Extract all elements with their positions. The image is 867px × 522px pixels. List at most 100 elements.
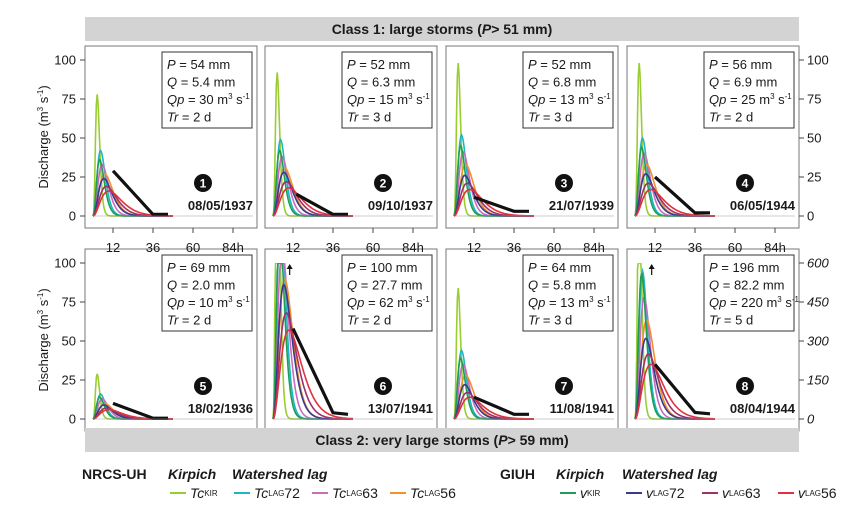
panel-8-number-badge xyxy=(736,377,754,395)
y-axis-label-1: Discharge (m3 s-1) xyxy=(36,288,51,391)
giuh-items-item-lag72: v LAG 72 xyxy=(626,485,685,501)
panel-1-series-TcKIR xyxy=(92,94,173,217)
legend-subscript: LAG xyxy=(729,488,746,498)
panel-5-info-qp: Qp = 10 m3 s-1 xyxy=(167,295,250,310)
panel-8-info-q: Q = 82.2 mm xyxy=(709,278,785,293)
panel-1-info-p: P = 54 mm xyxy=(167,57,230,72)
giuh-items-item-lag63: v LAG 63 xyxy=(702,485,761,501)
panel-8-series-TcLAG63 xyxy=(634,295,715,420)
legend-symbol: v xyxy=(798,485,805,501)
right-tick-label-0-25: 25 xyxy=(807,170,821,185)
x-tick-label-2-36: 36 xyxy=(507,240,521,255)
panel-2-observed xyxy=(295,192,348,216)
left-tick-label-1-0: 0 xyxy=(69,412,76,427)
panel-7-date: 11/08/1941 xyxy=(550,401,614,416)
x-tick-label-1-36: 36 xyxy=(326,240,340,255)
panel-6-date: 13/07/1941 xyxy=(368,401,433,416)
right-tick-label-0-50: 50 xyxy=(807,131,821,146)
panel-3-info-p: P = 52 mm xyxy=(528,57,591,72)
left-tick-label-0-100: 100 xyxy=(54,53,76,68)
legend-swatch xyxy=(234,492,250,494)
panel-6-number: 6 xyxy=(380,380,387,394)
left-tick-label-1-25: 25 xyxy=(62,373,76,388)
legend-nrcs-title: NRCS-UH xyxy=(82,466,147,482)
right-tick-label-0-75: 75 xyxy=(807,92,821,107)
panel-4-info-tr: Tr = 2 d xyxy=(709,110,753,125)
panel-1-info-qp: Qp = 30 m3 s-1 xyxy=(167,92,250,107)
panel-6-number-badge xyxy=(374,377,392,395)
panel-8-series-vKIR xyxy=(634,273,715,420)
legend-swatch xyxy=(390,492,406,494)
panel-2-info-box xyxy=(341,51,433,129)
panel-4-number-badge xyxy=(736,174,754,192)
class1-banner: Class 1: large storms (P > 51 mm) xyxy=(85,17,799,41)
x-tick-label-0-84: 84h xyxy=(222,240,244,255)
legend-number: 56 xyxy=(821,485,837,501)
panel-5-info-tr: Tr = 2 d xyxy=(167,313,211,328)
legend-number: 72 xyxy=(669,485,685,501)
panel-7-observed xyxy=(473,395,529,416)
nrcs-items-item-kir: Tc KIR xyxy=(170,485,218,501)
panel-6-info-q: Q = 27.7 mm xyxy=(347,278,423,293)
panel-4-frame xyxy=(626,45,800,229)
legend-swatch xyxy=(626,492,642,494)
class2-banner-suffix: > 59 mm) xyxy=(507,432,569,448)
class2-banner-var: P xyxy=(498,432,508,448)
panel-5-date: 18/02/1936 xyxy=(188,401,253,416)
legend-symbol: v xyxy=(722,485,729,501)
giuh-items-item-lag56: v LAG 56 xyxy=(778,485,837,501)
left-tick-label-0-75: 75 xyxy=(62,92,76,107)
panel-1-number-badge xyxy=(194,174,212,192)
legend-subscript: KIR xyxy=(204,488,218,498)
legend-swatch xyxy=(702,492,718,494)
class1-banner-suffix: > 51 mm) xyxy=(491,21,553,37)
legend-subscript: LAG xyxy=(424,488,441,498)
right-tick-label-1-600: 600 xyxy=(807,256,829,271)
panel-6-overflow-arrowhead xyxy=(286,264,293,269)
panel-1-info-tr: Tr = 2 d xyxy=(167,110,211,125)
panel-3-series-vLAG56 xyxy=(453,188,534,217)
panel-3-info-tr: Tr = 3 d xyxy=(528,110,572,125)
panel-3: P = 52 mm Q = 6.8 mm Qp = 13 m3 s-1 Tr = 3 … xyxy=(445,45,619,229)
legend-swatch xyxy=(170,492,186,494)
panel-8-info-box xyxy=(703,254,795,332)
x-tick-label-3-12: 12 xyxy=(648,240,662,255)
panel-4-series-vLAG56 xyxy=(634,188,715,217)
legend-subscript: KIR xyxy=(587,488,601,498)
panel-3-series-TcKIR xyxy=(453,63,534,217)
x-tick-label-1-60: 60 xyxy=(366,240,380,255)
panel-1-info-box xyxy=(161,51,253,129)
class2-banner: Class 2: very large storms (P > 59 mm) xyxy=(85,428,799,452)
panel-2-frame xyxy=(264,45,438,229)
panel-7-number: 7 xyxy=(561,380,568,394)
legend-giuh-kirpich: Kirpich xyxy=(556,466,605,482)
panel-1: P = 54 mm Q = 5.4 mm Qp = 30 m3 s-1 Tr = 2 … xyxy=(84,45,258,229)
class1-banner-var: P xyxy=(481,21,492,37)
panel-8-info-tr: Tr = 5 d xyxy=(709,313,753,328)
panel-6-info-p: P = 100 mm xyxy=(347,260,417,275)
panel-5-info-p: P = 69 mm xyxy=(167,260,230,275)
x-tick-label-3-36: 36 xyxy=(688,240,702,255)
panel-1-info-q: Q = 5.4 mm xyxy=(167,75,235,90)
panel-4-observed xyxy=(653,175,710,215)
right-tick-label-1-300: 300 xyxy=(807,334,829,349)
panel-7-info-box xyxy=(522,254,614,332)
legend-symbol: Tc xyxy=(254,485,269,501)
panel-8-number: 8 xyxy=(742,380,749,394)
panel-7-info-q: Q = 5.8 mm xyxy=(528,278,596,293)
y-axis-label-0: Discharge (m3 s-1) xyxy=(36,85,51,188)
panel-1-frame xyxy=(84,45,258,229)
panel-2-info-tr: Tr = 3 d xyxy=(347,110,391,125)
panel-5: P = 69 mm Q = 2.0 mm Qp = 10 m3 s-1 Tr = 2 … xyxy=(84,248,258,432)
panel-4-series-vKIR xyxy=(634,145,715,217)
x-tick-label-1-84: 84h xyxy=(402,240,424,255)
legend-number: 72 xyxy=(284,485,300,501)
panel-1-number: 1 xyxy=(200,177,207,191)
legend-subscript: LAG xyxy=(346,488,363,498)
panel-8-series-vLAG56 xyxy=(634,363,715,420)
panel-7-info-p: P = 64 mm xyxy=(528,260,591,275)
legend-number: 63 xyxy=(745,485,761,501)
panel-6: P = 100 mm Q = 27.7 mm Qp = 62 m3 s-1 Tr = … xyxy=(264,248,438,432)
panel-8: P = 196 mm Q = 82.2 mm Qp = 220 m3 s-1 Tr =… xyxy=(626,248,800,432)
x-tick-label-3-60: 60 xyxy=(728,240,742,255)
